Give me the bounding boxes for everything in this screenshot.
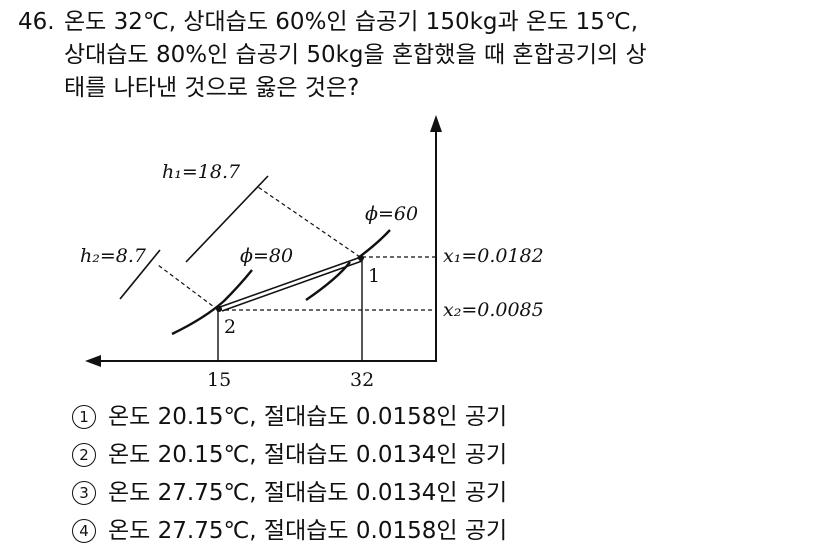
state-point-2 xyxy=(216,306,222,312)
rh-curve-60-upper xyxy=(357,229,391,259)
option-4-marker: 4 xyxy=(72,519,96,543)
option-3[interactable]: 3 온도 27.75℃, 절대습도 0.0134인 공기 xyxy=(72,474,507,512)
label-phi80: ϕ=80 xyxy=(240,245,293,267)
mixing-line-top xyxy=(219,256,362,308)
option-2[interactable]: 2 온도 20.15℃, 절대습도 0.0134인 공기 xyxy=(72,436,507,474)
enthalpy-line-h2 xyxy=(119,249,161,300)
option-3-marker: 3 xyxy=(72,481,96,505)
option-2-marker: 2 xyxy=(72,443,96,467)
label-point-1: 1 xyxy=(368,265,380,287)
option-1-text: 온도 20.15℃, 절대습도 0.0158인 공기 xyxy=(108,404,508,430)
label-h2: h₂=8.7 xyxy=(80,245,147,267)
label-temp-15: 15 xyxy=(207,369,231,391)
label-point-2: 2 xyxy=(224,316,236,338)
humidity-axis-arrow xyxy=(430,115,442,132)
question-line-1: 46. 온도 32℃, 상대습도 60%인 습공기 150kg과 온도 15℃, xyxy=(18,6,647,39)
option-2-text: 온도 20.15℃, 절대습도 0.0134인 공기 xyxy=(108,442,508,468)
dashed-h2-leader xyxy=(157,264,219,311)
mixing-line-bottom xyxy=(221,260,363,312)
question: 46. 온도 32℃, 상대습도 60%인 습공기 150kg과 온도 15℃, … xyxy=(18,6,647,105)
option-4-text: 온도 27.75℃, 절대습도 0.0158인 공기 xyxy=(108,518,508,544)
temperature-axis-arrow xyxy=(85,355,101,367)
question-line-2: 상대습도 80%인 습공기 50kg을 혼합했을 때 혼합공기의 상 xyxy=(64,42,647,68)
label-x1: x₁=0.0182 xyxy=(443,245,544,267)
state-point-1 xyxy=(358,255,364,261)
label-phi60: ϕ=60 xyxy=(365,203,418,225)
enthalpy-line-h1 xyxy=(185,175,269,263)
question-line-3: 태를 나타낸 것으로 옳은 것은? xyxy=(64,75,360,101)
option-4[interactable]: 4 온도 27.75℃, 절대습도 0.0158인 공기 xyxy=(72,512,507,550)
rh-curve-80 xyxy=(171,269,253,336)
label-h1: h₁=18.7 xyxy=(162,161,241,183)
option-1[interactable]: 1 온도 20.15℃, 절대습도 0.0158인 공기 xyxy=(72,398,507,436)
rh-curve-60 xyxy=(305,261,351,301)
option-1-marker: 1 xyxy=(72,405,96,429)
label-x2: x₂=0.0085 xyxy=(443,299,544,321)
label-temp-32: 32 xyxy=(350,369,374,391)
option-3-text: 온도 27.75℃, 절대습도 0.0134인 공기 xyxy=(108,480,508,506)
question-number: 46. xyxy=(18,9,55,35)
answer-options: 1 온도 20.15℃, 절대습도 0.0158인 공기 2 온도 20.15℃, … xyxy=(72,398,507,550)
